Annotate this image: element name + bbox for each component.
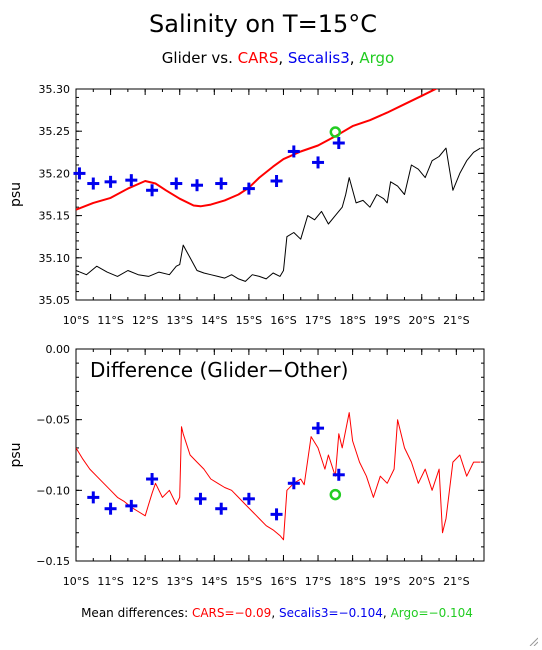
bottom-point-secalis_diff [146,473,159,486]
bottom-panel: −0.15 −0.10 −0.05 0.00 10°S 11°S 12°S 13°S 14°S 1… [8,343,485,588]
footer-prefix: Mean differences: [81,606,192,620]
bottom-xtick-label: 19°S [374,575,400,588]
subtitle-secalis: Secalis3 [288,49,350,67]
bottom-xtick-label: 11°S [97,575,123,588]
bottom-xtick-label: 20°S [409,575,435,588]
top-ytick-label: 35.15 [39,210,71,223]
bottom-point-secalis_diff [287,477,300,490]
top-xtick-label: 20°S [409,314,435,327]
top-ytick-label: 35.10 [39,252,71,265]
bottom-xtick-label: 18°S [339,575,365,588]
top-point-secalis [170,177,183,190]
bottom-point-secalis_diff [312,422,325,435]
footer-cars: CARS=−0.09 [192,606,271,620]
bottom-xtick-label: 17°S [305,575,331,588]
top-point-secalis [242,182,255,195]
top-xtick-label: 21°S [443,314,469,327]
bottom-plot-frame [75,348,485,562]
bottom-annotation: Difference (Glider−Other) [90,358,348,382]
top-point-secalis [312,156,325,169]
top-xtick-label: 18°S [339,314,365,327]
top-point-secalis [191,179,204,192]
bottom-xtick-label: 10°S [63,575,89,588]
top-xtick-label: 15°S [236,314,262,327]
top-xtick-label: 11°S [97,314,123,327]
bottom-xtick-label: 15°S [236,575,262,588]
bottom-point-secalis_diff [332,468,345,481]
top-xtick-label: 10°S [63,314,89,327]
top-point-secalis [146,184,159,197]
bottom-xtick-label: 12°S [132,575,158,588]
top-xtick-label: 14°S [201,314,227,327]
resize-grip-icon[interactable] [528,636,538,646]
bottom-ytick-label: 0.00 [46,343,71,356]
top-point-secalis [73,167,86,180]
top-xtick-label: 16°S [270,314,296,327]
top-panel: 35.05 35.10 35.15 35.20 35.25 35.30 10°S 11°S 12… [8,83,485,327]
subtitle-cars: CARS [238,49,279,67]
footer-secalis: Secalis3=−0.104 [279,606,383,620]
top-ytick-label: 35.25 [39,125,71,138]
bottom-series-cars_diff [76,412,481,541]
mean-differences: Mean differences: CARS=−0.09, Secalis3=−… [81,606,473,620]
top-point-secalis [87,177,100,190]
bottom-xtick-label: 16°S [270,575,296,588]
top-series-glider [76,147,481,282]
top-ytick-label: 35.20 [39,167,71,180]
subtitle-sep1: , [278,49,288,67]
subtitle-argo: Argo [359,49,394,67]
bottom-ytick-label: −0.15 [36,555,70,568]
top-ytick-label: 35.05 [39,294,71,307]
top-ytick-label: 35.30 [39,83,71,96]
chart-title: Salinity on T=15°C [149,10,377,38]
subtitle-prefix: Glider vs. [162,49,238,67]
bottom-ytick-label: −0.05 [36,414,70,427]
bottom-point-secalis_diff [194,492,207,505]
top-point-secalis [215,177,228,190]
bottom-ylabel: psu [8,442,24,467]
bottom-point-secalis_diff [215,502,228,515]
top-ylabel: psu [8,182,24,207]
top-point-secalis [104,175,117,188]
bottom-xtick-label: 13°S [166,575,192,588]
bottom-point-secalis_diff [270,508,283,521]
bottom-xtick-label: 14°S [201,575,227,588]
bottom-point-secalis_diff [242,492,255,505]
top-xtick-label: 13°S [166,314,192,327]
top-xtick-label: 17°S [305,314,331,327]
top-point-secalis [125,174,138,187]
top-point-secalis [287,145,300,158]
footer-argo: Argo=−0.104 [391,606,473,620]
top-point-secalis [270,174,283,187]
bottom-point-secalis_diff [87,491,100,504]
bottom-ytick-label: −0.10 [36,484,70,497]
top-series-cars [76,89,438,211]
bottom-point-secalis_diff [125,499,138,512]
top-xtick-label: 19°S [374,314,400,327]
bottom-xtick-label: 21°S [443,575,469,588]
top-xtick-label: 12°S [132,314,158,327]
top-point-argo [329,126,342,138]
subtitle-sep2: , [350,49,360,67]
bottom-point-argo_diff [329,488,342,501]
top-point-secalis [332,137,345,150]
chart-subtitle: Glider vs. CARS, Secalis3, Argo [162,49,394,67]
top-plot-frame [75,88,485,301]
footer-sep2: , [383,606,391,620]
bottom-point-secalis_diff [104,502,117,515]
footer-sep1: , [271,606,279,620]
